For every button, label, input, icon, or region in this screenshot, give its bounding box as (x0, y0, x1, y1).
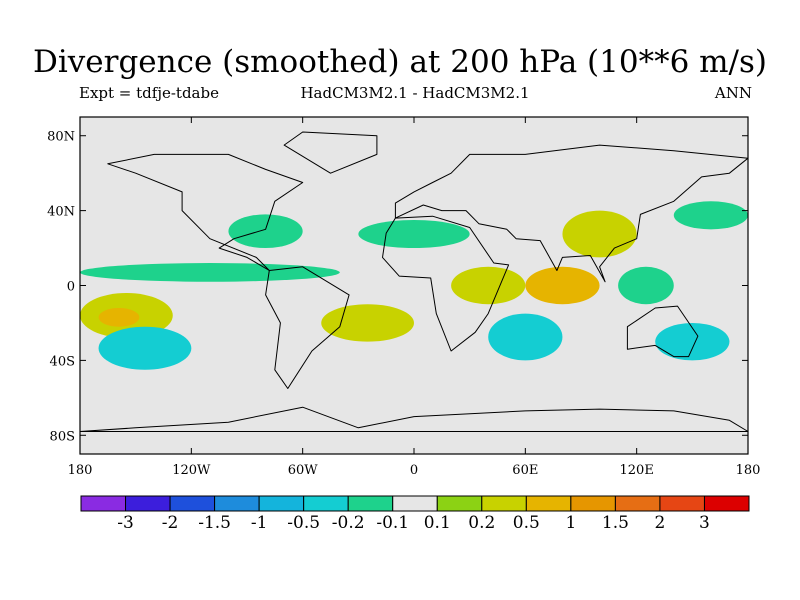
lon-tick-label: 0 (410, 463, 418, 478)
colorbar-swatch (258, 495, 305, 512)
colorbar-label: -0.5 (287, 513, 320, 533)
lon-tick-label: 120W (172, 463, 211, 478)
colorbar-swatch (614, 495, 661, 512)
colorbar-label: 3 (699, 513, 710, 533)
lon-tick-label: 120E (620, 463, 654, 478)
colorbar-label: -2 (162, 513, 179, 533)
lat-tick-label: 80S (50, 429, 75, 444)
lat-tick-label: 0 (67, 280, 75, 295)
colorbar-swatch (436, 495, 483, 512)
colorbar-swatch (659, 495, 705, 512)
colorbar-label: -3 (117, 513, 134, 533)
colorbar-swatch (125, 495, 171, 512)
lon-tick-label: 60E (512, 463, 538, 478)
divergence-region (80, 263, 340, 282)
coastline (382, 215, 510, 352)
colorbar-swatch (347, 495, 394, 512)
divergence-region (228, 214, 303, 249)
divergence-region (618, 266, 674, 305)
colorbar-swatch (169, 495, 216, 512)
colorbar-label: -0.1 (376, 513, 409, 533)
colorbar-swatch (525, 495, 572, 512)
colorbar-swatch (214, 495, 260, 512)
lon-tick-label: 60W (288, 463, 319, 478)
divergence-region (488, 313, 563, 361)
colorbar-swatch (481, 495, 527, 512)
lat-tick-label: 40N (47, 205, 75, 220)
colorbar-swatch (80, 495, 127, 512)
lon-tick-label: 180 (736, 463, 761, 478)
colorbar-swatch (703, 495, 750, 512)
colorbar: -3 -2 -1.5 -1 -0.5 -0.2 -0.1 0.1 0.2 0.5 1 1.5 2 3 (80, 495, 750, 533)
colorbar-label: 1.5 (602, 513, 629, 533)
colorbar-label: 0.1 (424, 513, 451, 533)
coastline (107, 153, 304, 271)
coastline (79, 406, 749, 432)
experiment-label: Expt = tdfje-tdabe (79, 84, 219, 102)
divergence-region (525, 266, 600, 305)
colorbar-swatch (303, 495, 349, 512)
divergence-region (358, 219, 470, 249)
lat-tick-label: 40S (50, 354, 75, 369)
divergence-region (562, 210, 637, 258)
divergence-region (98, 307, 140, 327)
coastlines (79, 131, 749, 432)
divergence-region (655, 322, 730, 361)
colorbar-swatch (570, 495, 616, 512)
divergence-region (451, 266, 526, 305)
coastline (283, 131, 378, 174)
lon-tick-label: 180 (68, 463, 93, 478)
coastline (626, 305, 699, 358)
colorbar-label: 0.2 (468, 513, 495, 533)
divergence-region (98, 326, 192, 370)
coastline (265, 266, 350, 389)
divergence-region (673, 201, 749, 230)
colorbar-label: -0.2 (332, 513, 365, 533)
divergence-region (321, 304, 414, 342)
colorbar-label: 2 (655, 513, 666, 533)
colorbar-swatch (392, 495, 438, 512)
lat-tick-label: 80N (47, 130, 75, 145)
model-label: HadCM3M2.1 - HadCM3M2.1 (300, 84, 530, 102)
colorbar-label: 0.5 (513, 513, 540, 533)
figure-title: Divergence (smoothed) at 200 hPa (10**6 … (33, 44, 767, 80)
colorbar-label: -1.5 (198, 513, 231, 533)
colorbar-label: 1 (565, 513, 576, 533)
period-label: ANN (714, 84, 752, 102)
coastline (394, 144, 749, 283)
colorbar-label: -1 (251, 513, 268, 533)
